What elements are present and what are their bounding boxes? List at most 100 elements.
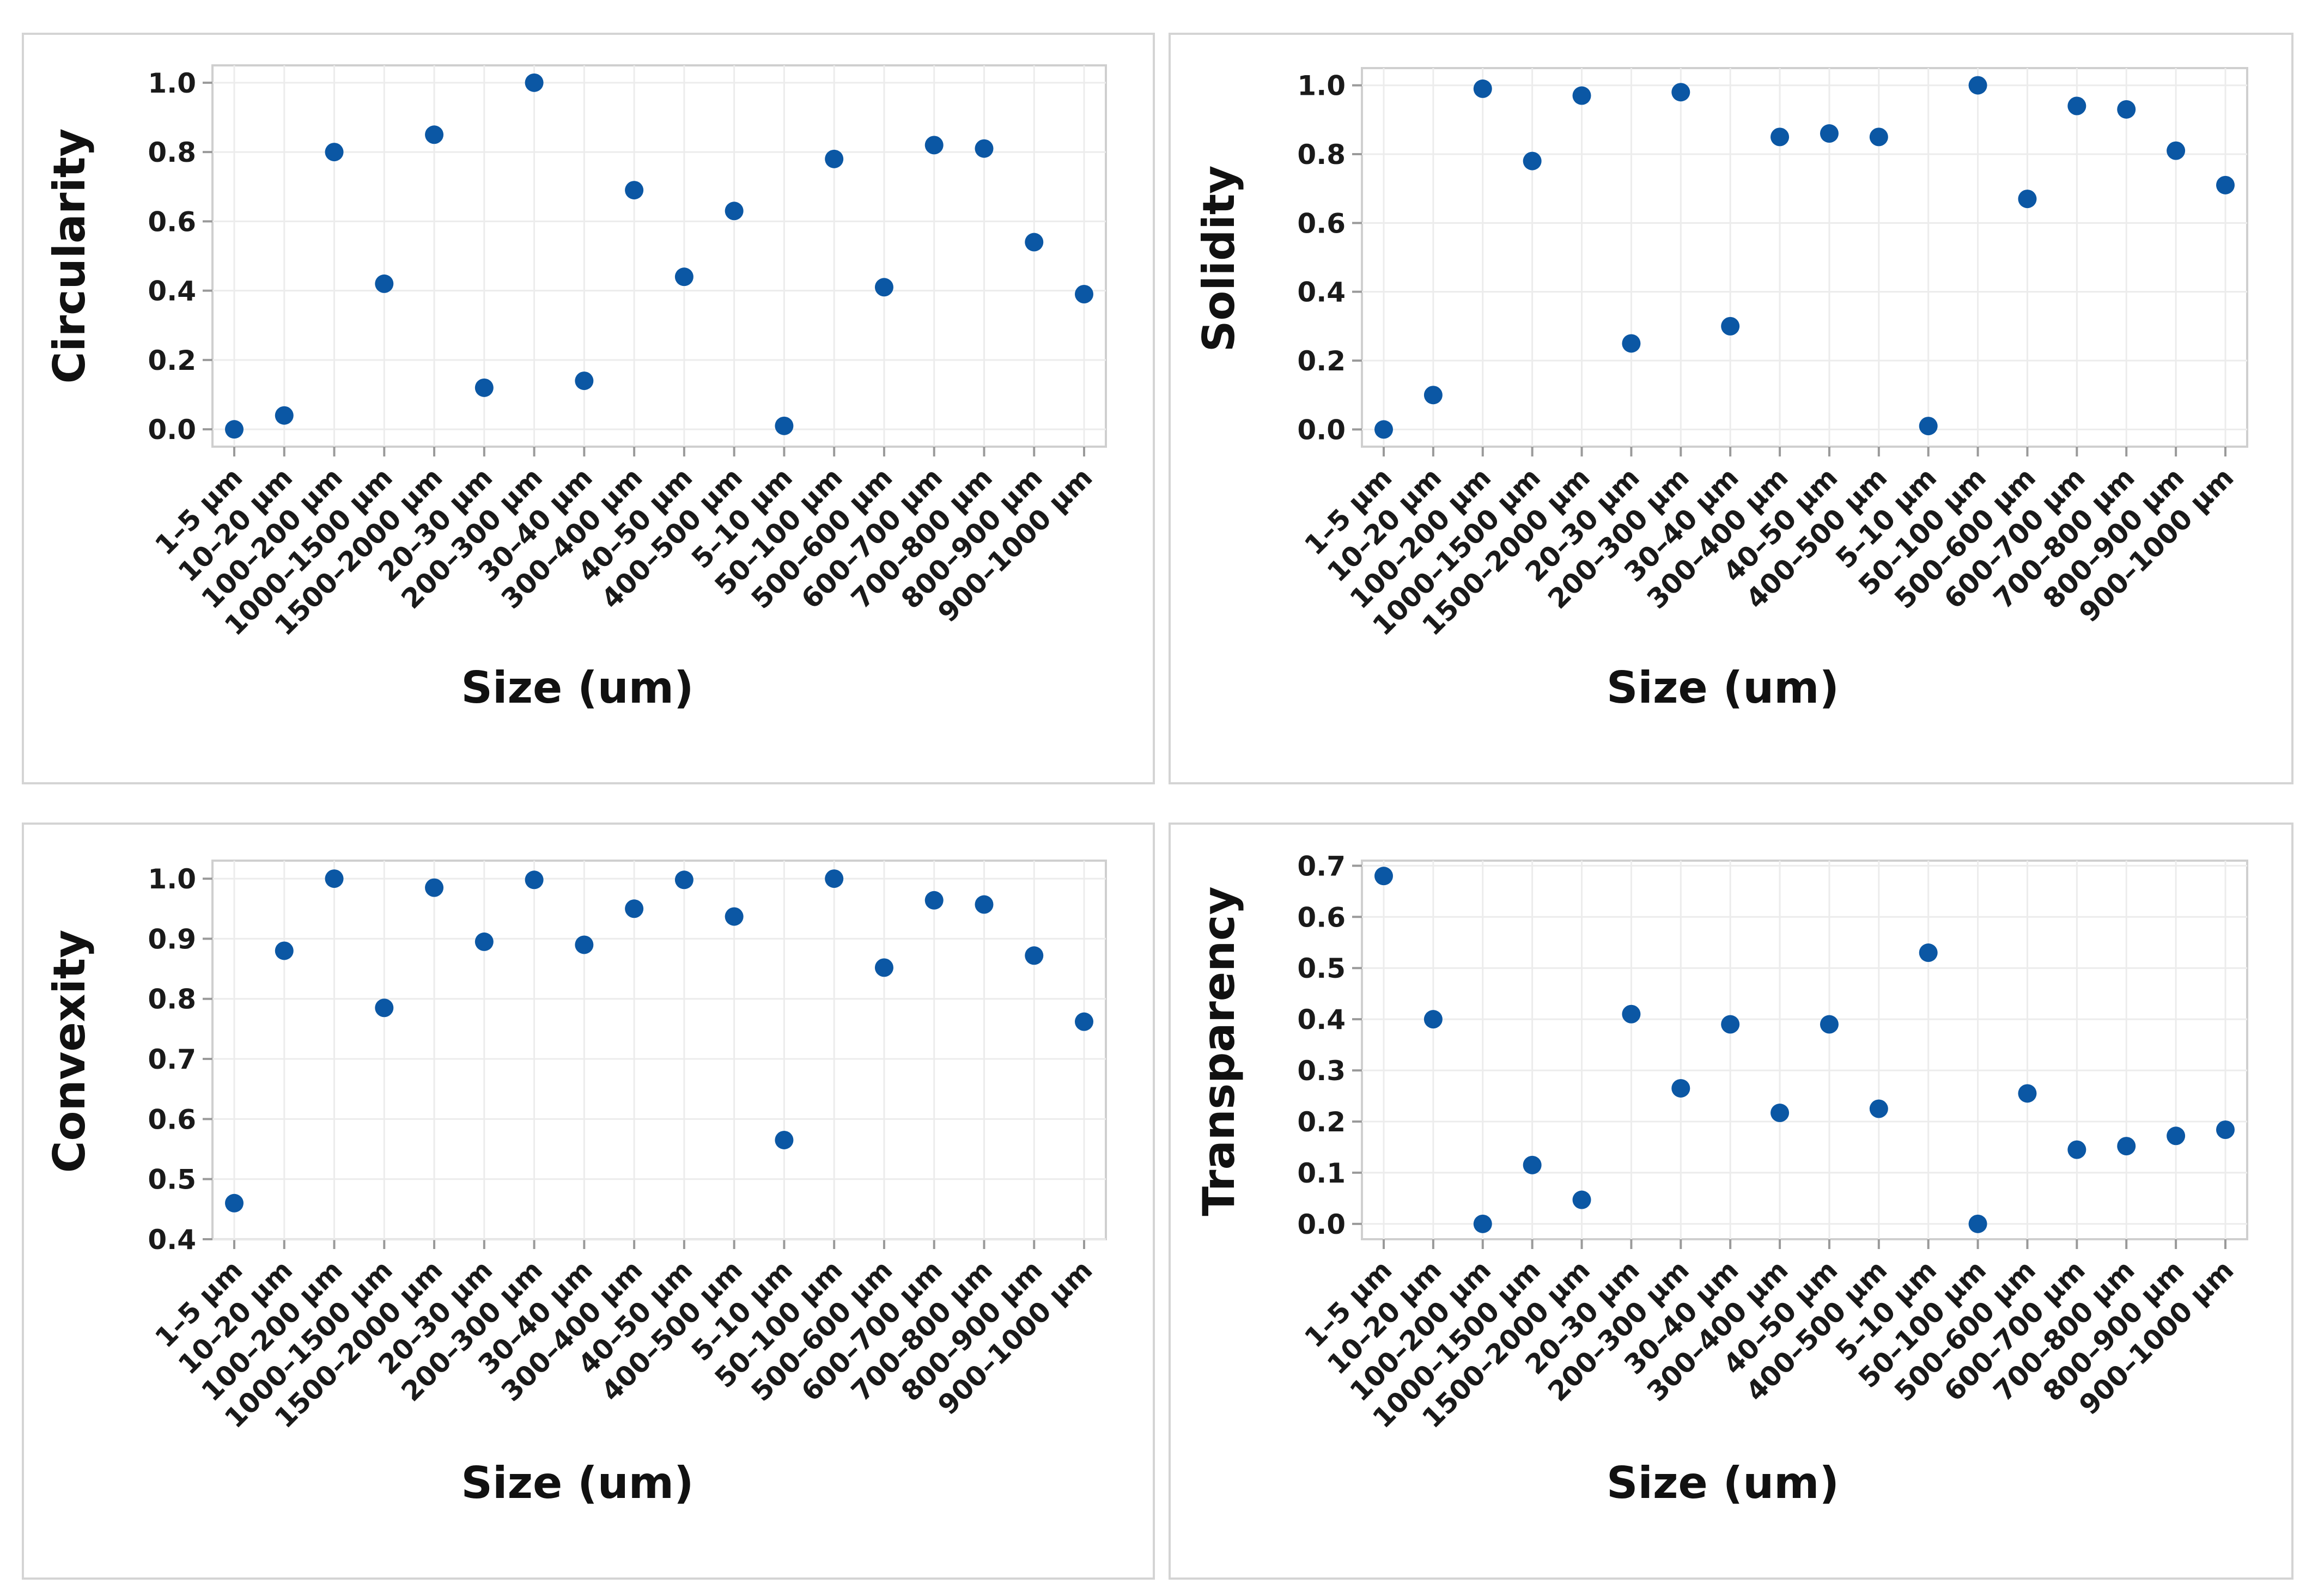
y-tick-label: 0.9 xyxy=(148,923,196,955)
y-tick-label: 0.2 xyxy=(148,345,196,376)
y-tick-label: 0.7 xyxy=(148,1044,196,1075)
x-axis-title: Size (um) xyxy=(1607,662,1839,713)
data-point xyxy=(375,998,394,1018)
data-point xyxy=(474,932,494,951)
plot-area xyxy=(211,64,1107,448)
data-point xyxy=(874,958,893,977)
y-tick-label: 0.8 xyxy=(148,984,196,1015)
data-point xyxy=(1025,946,1044,965)
data-point xyxy=(725,907,744,926)
data-point xyxy=(924,136,944,155)
data-point xyxy=(1721,1015,1740,1034)
y-tick-label: 0.7 xyxy=(1297,850,1346,882)
y-tick-label: 0.6 xyxy=(148,206,196,237)
data-point xyxy=(325,869,344,888)
data-point xyxy=(825,149,844,168)
y-axis-title: Circularity xyxy=(44,129,95,384)
data-point xyxy=(275,406,294,425)
data-point xyxy=(1423,1010,1443,1029)
y-tick-label: 0.4 xyxy=(1297,1004,1346,1035)
y-tick-label: 1.0 xyxy=(148,863,196,895)
y-tick-label: 0.5 xyxy=(1297,953,1346,984)
data-point xyxy=(2167,141,2186,160)
data-point xyxy=(1523,151,1542,170)
data-point xyxy=(825,869,844,888)
plot-area xyxy=(211,860,1107,1240)
data-point xyxy=(1075,285,1093,303)
data-point xyxy=(674,267,693,287)
x-axis-title: Size (um) xyxy=(1607,1458,1839,1508)
data-point xyxy=(225,1193,244,1213)
data-point xyxy=(2018,1084,2037,1103)
data-point xyxy=(1968,76,1987,95)
y-tick-label: 0.0 xyxy=(1297,1209,1346,1240)
data-point xyxy=(1820,124,1839,143)
data-point xyxy=(1473,79,1492,98)
data-point xyxy=(1919,943,1938,963)
data-point xyxy=(1820,1015,1839,1034)
data-point xyxy=(1721,316,1740,336)
data-point xyxy=(924,891,944,910)
data-point xyxy=(525,73,544,92)
data-point xyxy=(874,278,893,297)
x-axis-title: Size (um) xyxy=(461,1458,693,1508)
data-point xyxy=(2067,1140,2086,1159)
y-tick-label: 0.2 xyxy=(1297,1106,1346,1138)
data-point xyxy=(2067,96,2086,115)
data-point xyxy=(625,181,644,200)
data-point xyxy=(725,202,744,221)
y-axis-title: Solidity xyxy=(1194,166,1244,352)
data-point xyxy=(325,143,344,162)
data-point xyxy=(1622,1004,1641,1024)
data-point xyxy=(1771,127,1790,147)
data-point xyxy=(1869,127,1888,147)
data-point xyxy=(975,139,994,158)
data-point xyxy=(1671,83,1690,102)
data-point xyxy=(575,371,594,391)
y-tick-label: 0.6 xyxy=(148,1104,196,1135)
data-point xyxy=(2117,100,2136,119)
data-point xyxy=(525,870,544,890)
y-tick-label: 1.0 xyxy=(1297,70,1346,102)
data-point xyxy=(2018,190,2037,209)
data-point xyxy=(474,378,494,397)
data-point xyxy=(1968,1214,1987,1233)
y-tick-label: 0.4 xyxy=(148,276,196,307)
data-point xyxy=(1423,386,1443,405)
y-tick-label: 0.2 xyxy=(1297,345,1346,377)
data-point xyxy=(1075,1012,1093,1031)
y-axis-title: Transparency xyxy=(1194,886,1244,1216)
data-point xyxy=(775,416,794,435)
data-point xyxy=(1919,417,1938,436)
data-point xyxy=(275,941,294,960)
data-point xyxy=(1869,1099,1888,1118)
data-point xyxy=(674,870,693,890)
y-tick-label: 0.8 xyxy=(148,137,196,168)
data-point xyxy=(1473,1214,1492,1233)
data-point xyxy=(625,899,644,918)
y-axis-title: Convexity xyxy=(44,930,95,1173)
plot-area xyxy=(1361,67,2248,448)
data-point xyxy=(1374,867,1393,886)
y-tick-label: 0.6 xyxy=(1297,901,1346,933)
data-point xyxy=(1671,1079,1690,1098)
data-point xyxy=(425,878,444,897)
y-tick-label: 1.0 xyxy=(148,68,196,99)
y-tick-label: 0.5 xyxy=(148,1164,196,1196)
y-tick-label: 0.0 xyxy=(148,414,196,446)
data-point xyxy=(2167,1126,2186,1146)
data-point xyxy=(1374,420,1393,439)
y-tick-label: 0.6 xyxy=(1297,208,1346,239)
data-point xyxy=(225,420,244,439)
y-tick-label: 0.8 xyxy=(1297,139,1346,170)
y-tick-label: 0.4 xyxy=(1297,277,1346,308)
data-point xyxy=(1771,1104,1790,1123)
y-tick-label: 0.4 xyxy=(148,1224,196,1256)
data-point xyxy=(375,274,394,293)
data-point xyxy=(1572,86,1591,105)
